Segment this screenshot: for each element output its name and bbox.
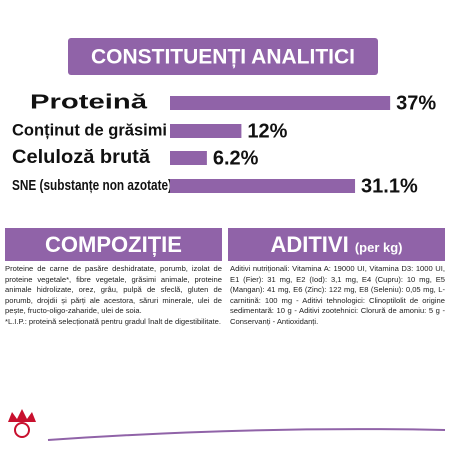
category-label: SNE (substanțe non azotate) — [12, 177, 172, 194]
chart-title: CONSTITUENȚI ANALITICI — [91, 46, 355, 69]
additives-subtitle: (per kg) — [354, 240, 403, 255]
value-label: 6.2% — [213, 147, 259, 169]
bar — [170, 96, 391, 110]
bar — [170, 179, 356, 193]
paragraph: *L.I.P.: proteină selecționată pentru gr… — [5, 316, 222, 326]
paragraph: Aditivi nutriționali: Vitamina A: 19000 … — [230, 264, 445, 326]
value-label: 37% — [396, 92, 436, 114]
category-label: Celuloză brută — [12, 147, 150, 168]
category-label: Proteină — [30, 91, 148, 113]
composition-text: Proteine de carne de pasăre deshidratate… — [5, 264, 222, 328]
logo — [8, 409, 36, 438]
bar — [170, 151, 207, 165]
paragraph: Proteine de carne de pasăre deshidratate… — [5, 264, 222, 316]
additives-text: Aditivi nutriționali: Vitamina A: 19000 … — [230, 264, 445, 328]
value-label: 31.1% — [361, 175, 418, 197]
chart: CONSTITUENȚI ANALITICI Proteină 37% Conțin… — [12, 38, 436, 197]
value-label: 12% — [247, 120, 287, 142]
composition-title: COMPOZIȚIE — [5, 228, 222, 261]
bar — [170, 124, 242, 138]
title-banner — [68, 38, 378, 75]
category-label: Conținut de grăsimi — [12, 120, 167, 139]
footer — [8, 409, 446, 441]
divider — [47, 428, 446, 441]
additives-title: ADITIVI — [270, 232, 349, 257]
additives-header: ADITIVI (per kg) — [228, 228, 445, 261]
